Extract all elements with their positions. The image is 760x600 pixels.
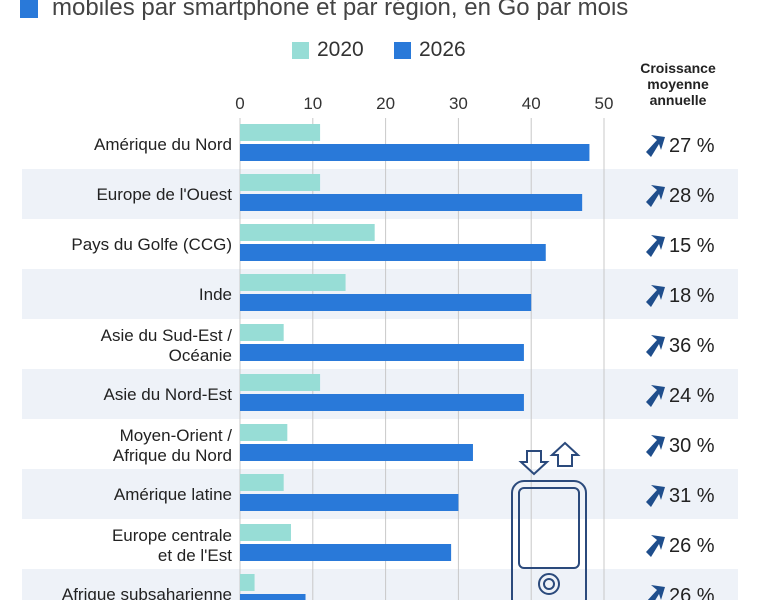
bar-2026 — [240, 344, 524, 361]
growth-values: 27 % 28 % 15 % 18 % 36 % 24 % 30 % 31 % 26 % 26 % — [646, 135, 715, 600]
category-label: Inde — [199, 285, 232, 304]
bar-2026 — [240, 294, 532, 311]
category-label: Moyen-Orient / Afrique du Nord — [113, 426, 232, 465]
bar-2026 — [240, 144, 590, 161]
growth-value: 36 % — [669, 335, 715, 357]
bar-2020 — [240, 324, 284, 341]
subtitle-row: mobiles par smartphone et par région, en… — [0, 0, 760, 24]
bar-2026 — [240, 594, 306, 600]
legend-swatch-2020 — [292, 41, 309, 59]
x-tick-label: 10 — [303, 94, 322, 113]
legend-swatch-2026 — [394, 41, 411, 59]
x-tick-label: 20 — [376, 94, 395, 113]
category-label: Europe centrale et de l'Est — [112, 526, 232, 565]
bar-2020 — [240, 124, 321, 141]
growth-value: 30 % — [669, 435, 715, 457]
growth-value: 26 % — [669, 585, 715, 600]
bar-2020 — [240, 574, 255, 591]
bar-2020 — [240, 274, 346, 291]
growth-column-header: Croissance moyenne annuelle — [640, 60, 716, 108]
growth-value: 28 % — [669, 185, 715, 207]
legend-item-2020: 2020 — [292, 38, 364, 62]
download-arrow-icon — [518, 450, 550, 476]
x-tick-label: 0 — [235, 94, 244, 113]
category-label: Europe de l'Ouest — [96, 185, 232, 204]
bar-2026 — [240, 194, 583, 211]
category-label: Afrique subsaharienne — [62, 585, 232, 600]
category-label: Asie du Sud-Est / Océanie — [101, 326, 233, 365]
growth-arrow-icon — [646, 185, 665, 207]
phone-screen — [518, 487, 580, 569]
growth-arrow-icon — [646, 235, 665, 257]
bar-2026 — [240, 494, 459, 511]
row-band — [22, 569, 738, 600]
growth-value: 26 % — [669, 535, 715, 557]
legend-label-2026: 2026 — [419, 38, 466, 61]
x-axis-ticks: 0 10 20 30 40 50 — [235, 94, 613, 113]
category-labels: Amérique du Nord Europe de l'Ouest Pays du… — [62, 135, 232, 600]
bar-2020 — [240, 424, 288, 441]
growth-arrow-icon — [646, 385, 665, 407]
bar-2026 — [240, 244, 546, 261]
growth-arrow-icon — [646, 335, 665, 357]
bars — [240, 124, 590, 600]
bar-2020 — [240, 174, 321, 191]
bar-2020 — [240, 474, 284, 491]
bar-2020 — [240, 524, 291, 541]
bar-2020 — [240, 224, 375, 241]
growth-arrow-icon — [646, 285, 665, 307]
growth-value: 31 % — [669, 485, 715, 507]
x-tick-label: 30 — [449, 94, 468, 113]
legend-label-2020: 2020 — [317, 38, 364, 61]
x-tick-label: 40 — [522, 94, 541, 113]
growth-arrow-icon — [646, 535, 665, 557]
growth-arrow-icon — [647, 585, 665, 600]
growth-arrow-icon — [646, 485, 665, 507]
category-label: Amérique latine — [114, 485, 232, 504]
x-tick-label: 50 — [595, 94, 614, 113]
phone-button-icon — [538, 573, 560, 595]
category-label: Asie du Nord-Est — [104, 385, 233, 404]
category-label: Amérique du Nord — [94, 135, 232, 154]
subtitle-marker — [20, 0, 38, 18]
growth-value: 18 % — [669, 285, 715, 307]
phone-button-inner-icon — [543, 578, 555, 590]
growth-arrow-icon — [646, 435, 665, 457]
growth-value: 15 % — [669, 235, 715, 257]
upload-arrow-icon — [549, 441, 581, 467]
phone-body — [511, 480, 587, 600]
bar-2020 — [240, 374, 321, 391]
bar-2026 — [240, 444, 473, 461]
category-label: Pays du Golfe (CCG) — [71, 235, 232, 254]
phone-illustration — [511, 441, 587, 600]
bar-2026 — [240, 544, 452, 561]
growth-value: 27 % — [669, 135, 715, 157]
legend-item-2026: 2026 — [394, 38, 466, 62]
bar-2026 — [240, 394, 524, 411]
chart-subtitle: mobiles par smartphone et par région, en… — [52, 0, 629, 21]
growth-arrow-icon — [646, 135, 665, 157]
growth-value: 24 % — [669, 385, 715, 407]
